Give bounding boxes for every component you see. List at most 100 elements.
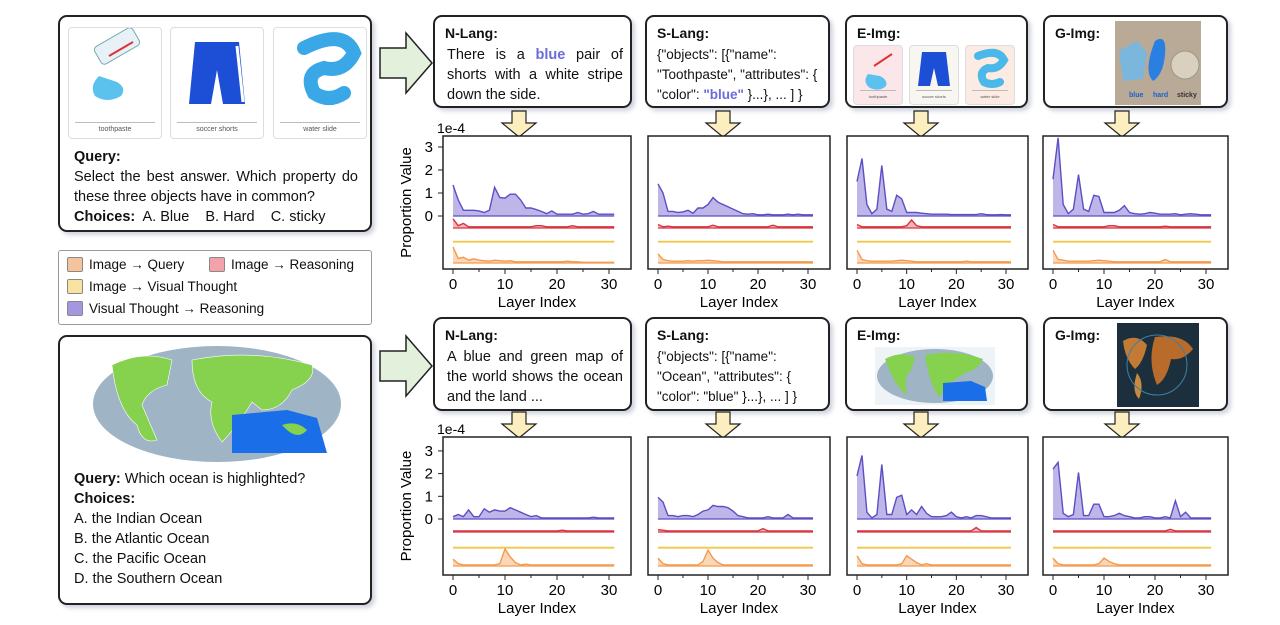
attention-chart-row1-S-Lang: 0 10 20 30 Layer Index <box>647 135 831 311</box>
x-tick-label: 20 <box>948 276 965 293</box>
down-arrow-icon <box>902 411 940 439</box>
plot-frame <box>442 135 632 270</box>
x-axis-label: Layer Index <box>1096 600 1175 617</box>
soccer-shorts-image: soccer shorts <box>170 27 264 139</box>
choice: D. the Southern Ocean <box>74 571 223 587</box>
legend-item: Image → Query <box>67 257 184 272</box>
down-arrow-icon <box>902 110 940 138</box>
attention-chart-row2-N-Lang: 0 10 20 30 Layer Index 0 1 2 31e-4 Proportion Val… <box>398 421 632 617</box>
x-tick-label: 0 <box>853 582 861 599</box>
y-tick-label: 3 <box>425 139 433 156</box>
choice: B. Hard <box>205 209 255 225</box>
y-tick-label: 2 <box>425 466 433 483</box>
world-map-image <box>93 346 341 462</box>
series-area-vt_reasoning <box>453 185 615 216</box>
query-text: Select the best answer. Which property d… <box>74 169 358 205</box>
series-line-img_reasoning <box>1052 223 1212 228</box>
choice: C. sticky <box>270 209 326 225</box>
choice: C. the Pacific Ocean <box>74 551 207 567</box>
attention-chart-row2-E-Img: 0 10 20 30 Layer Index <box>846 436 1029 617</box>
toothpaste-image: toothpaste <box>68 27 162 139</box>
generated-map-image <box>1117 323 1199 407</box>
series-line-vt_reasoning <box>452 506 615 519</box>
x-tick-label: 10 <box>497 276 514 293</box>
series-line-img_reasoning <box>856 218 1011 228</box>
x-tick-label: 20 <box>1147 582 1164 599</box>
series-line-img_query <box>1052 249 1212 263</box>
down-arrow-icon <box>704 110 742 138</box>
series-line-img_reasoning <box>1053 528 1212 532</box>
choices-label: Choices: <box>74 491 136 507</box>
s-lang-box: S-Lang: {"objects": [{"name": "Ocean", "… <box>645 317 830 411</box>
series-line-img_reasoning <box>657 223 813 228</box>
x-tick-label: 20 <box>948 582 965 599</box>
e-img-slide: water slide <box>965 45 1015 105</box>
x-axis-label: Layer Index <box>1096 294 1175 311</box>
e-img-toothpaste: toothpaste <box>853 45 903 105</box>
x-tick-label: 30 <box>1198 582 1215 599</box>
x-axis-label: Layer Index <box>498 600 577 617</box>
x-tick-label: 20 <box>549 582 566 599</box>
x-tick-label: 30 <box>601 582 618 599</box>
attention-chart-row1-G-Img: 0 10 20 30 Layer Index <box>1042 135 1229 311</box>
g-img-box: G-Img: blue hard sticky <box>1043 15 1228 108</box>
e-img-box: E-Img: <box>845 317 1028 411</box>
series-line-vt_reasoning <box>1052 460 1212 519</box>
plot-frame <box>647 135 831 270</box>
right-arrow-icon <box>379 30 433 96</box>
plot-frame <box>1042 135 1229 270</box>
legend: Image → Query Image → Reasoning Image → … <box>58 250 372 325</box>
plot-frame <box>846 436 1029 576</box>
example2-panel: Query: Which ocean is highlighted? Choic… <box>58 335 372 605</box>
plot-frame <box>1042 436 1229 576</box>
choices-label: Choices: <box>74 209 136 225</box>
x-tick-label: 0 <box>853 276 861 293</box>
series-line-img_reasoning <box>657 527 813 532</box>
x-axis-label: Layer Index <box>700 600 779 617</box>
x-tick-label: 20 <box>549 276 566 293</box>
query-label: Query: <box>74 149 121 165</box>
down-arrow-icon <box>1103 411 1141 439</box>
series-line-img_query <box>856 249 1011 263</box>
series-line-img_reasoning <box>857 526 1011 532</box>
x-tick-label: 10 <box>700 582 717 599</box>
series-line-vt_reasoning <box>657 183 813 216</box>
series-area-vt_reasoning <box>658 183 813 216</box>
plot-frame <box>647 436 831 576</box>
y-tick-label: 1 <box>425 488 433 505</box>
x-tick-label: 0 <box>1049 276 1057 293</box>
example1-panel: toothpaste soccer shorts water slide Que… <box>58 15 372 232</box>
series-line-img_query <box>452 547 615 566</box>
down-arrow-icon <box>704 411 742 439</box>
x-tick-label: 20 <box>750 276 767 293</box>
e-img-shorts: soccer shorts <box>909 45 959 105</box>
query-text: Which ocean is highlighted? <box>124 471 306 487</box>
n-lang-box: N-Lang: A blue and green map of the worl… <box>433 317 632 411</box>
y-axis-label: Proportion Value <box>398 451 415 562</box>
x-tick-label: 30 <box>998 582 1015 599</box>
series-area-vt_reasoning <box>658 497 813 519</box>
s-lang-box: S-Lang: {"objects": [{"name": "Toothpast… <box>645 15 830 108</box>
x-tick-label: 10 <box>1096 276 1113 293</box>
x-axis-label: Layer Index <box>898 600 977 617</box>
x-axis-label: Layer Index <box>700 294 779 311</box>
x-tick-label: 0 <box>654 276 662 293</box>
x-tick-label: 0 <box>654 582 662 599</box>
series-line-img_reasoning <box>452 218 615 228</box>
x-tick-label: 30 <box>800 276 817 293</box>
water-slide-image: water slide <box>273 27 367 139</box>
x-tick-label: 0 <box>449 276 457 293</box>
x-axis-label: Layer Index <box>898 294 977 311</box>
series-line-img_query <box>452 246 615 264</box>
plot-frame <box>846 135 1029 270</box>
series-line-vt_reasoning <box>657 496 813 519</box>
series-line-img_query <box>657 253 813 263</box>
series-line-vt_reasoning <box>1052 137 1212 216</box>
plot-frame <box>442 436 632 576</box>
svg-text:hard: hard <box>1153 92 1168 99</box>
y-tick-label: 0 <box>425 208 433 225</box>
series-line-img_query <box>1052 557 1212 566</box>
x-tick-label: 30 <box>1198 276 1215 293</box>
x-tick-label: 10 <box>497 582 514 599</box>
x-tick-label: 30 <box>998 276 1015 293</box>
